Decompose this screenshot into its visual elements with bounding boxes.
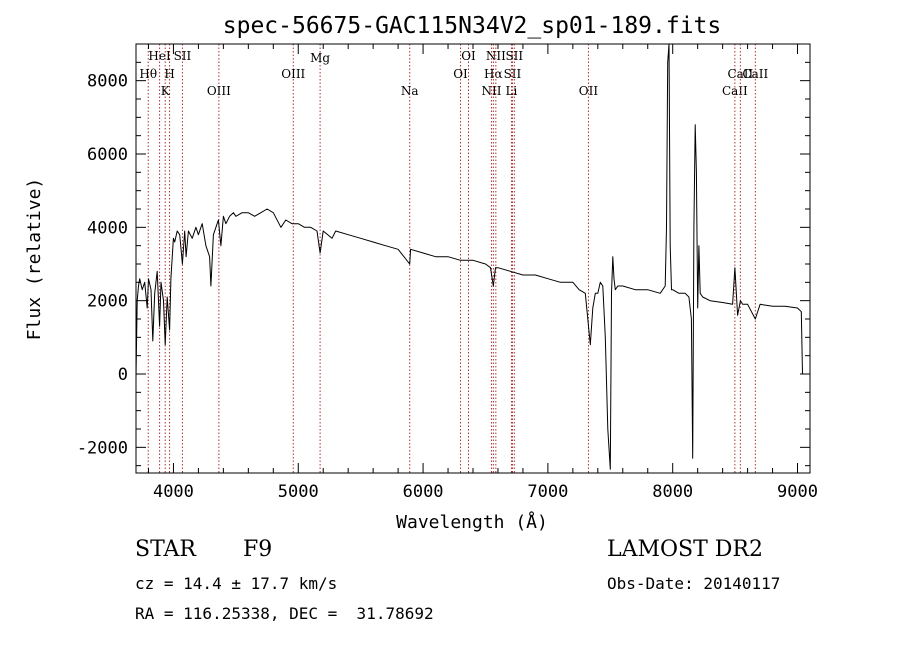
spectral-line-label: SII xyxy=(505,49,523,63)
spectral-line-label: OI xyxy=(453,67,468,81)
spectral-line-label: OI xyxy=(461,49,476,63)
coordinates: RA = 116.25338, DEC = 31.78692 xyxy=(135,604,434,623)
spectral-line-label: H xyxy=(164,67,174,81)
axis-ticks-layer: 4000 5000 6000 7000 8000 9000 -2000 0 2000 4000 60… xyxy=(77,44,818,502)
observation-date: Obs-Date: 20140117 xyxy=(607,574,781,593)
x-tick-label: 9000 xyxy=(777,482,818,502)
spectral-line-label: OIII xyxy=(207,84,231,98)
spectrum-series-line xyxy=(135,43,803,470)
y-tick-label: -2000 xyxy=(77,438,128,458)
spectral-line-label: Hα xyxy=(484,67,503,81)
spectral-line-label: OIII xyxy=(281,67,305,81)
plot-frame xyxy=(135,43,811,474)
x-tick-label: 4000 xyxy=(153,482,194,502)
spectral-line-label: CaII xyxy=(727,67,753,81)
chart-title: spec-56675-GAC115N34V2_sp01-189.fits xyxy=(223,13,722,39)
spectral-line-label: Na xyxy=(401,84,419,98)
spectral-line-label: SII xyxy=(504,67,522,81)
spectral-line-label: CaII xyxy=(742,67,768,81)
spectral-line-label: SII xyxy=(174,49,192,63)
x-tick-label: 5000 xyxy=(278,482,319,502)
y-tick-label: 6000 xyxy=(87,145,128,165)
x-tick-label: 8000 xyxy=(652,482,693,502)
spectral-lines-layer: HθHeIKHSIIOIIIOIIIMgNaOIOINIIHαNIILiSIIS… xyxy=(139,44,768,473)
y-tick-label: 2000 xyxy=(87,292,128,312)
redshift-cz: cz = 14.4 ± 17.7 km/s xyxy=(135,574,338,593)
y-tick-label: 4000 xyxy=(87,218,128,238)
y-tick-label: 8000 xyxy=(87,72,128,92)
object-class: STAR xyxy=(135,537,196,562)
y-tick-label: 0 xyxy=(118,365,128,385)
spectral-line-label: Hθ xyxy=(139,67,157,81)
x-tick-label: 7000 xyxy=(527,482,568,502)
spectral-line-label: Li xyxy=(506,84,518,98)
data-release: LAMOST DR2 xyxy=(607,537,763,562)
spectral-subclass: F9 xyxy=(243,537,273,562)
x-tick-label: 6000 xyxy=(403,482,444,502)
spectral-line-label: OII xyxy=(579,84,599,98)
spectral-line-label: CaII xyxy=(722,84,748,98)
spectral-line-label: NII xyxy=(481,84,501,98)
y-axis-label: Flux (relative) xyxy=(24,178,45,341)
spectral-line-label: Mg xyxy=(310,51,330,65)
x-axis-label: Wavelength (Å) xyxy=(396,511,548,533)
spectral-line-label: HeI xyxy=(148,49,171,63)
spectral-line-label: NII xyxy=(486,49,506,63)
spectral-line-label: K xyxy=(161,84,171,98)
